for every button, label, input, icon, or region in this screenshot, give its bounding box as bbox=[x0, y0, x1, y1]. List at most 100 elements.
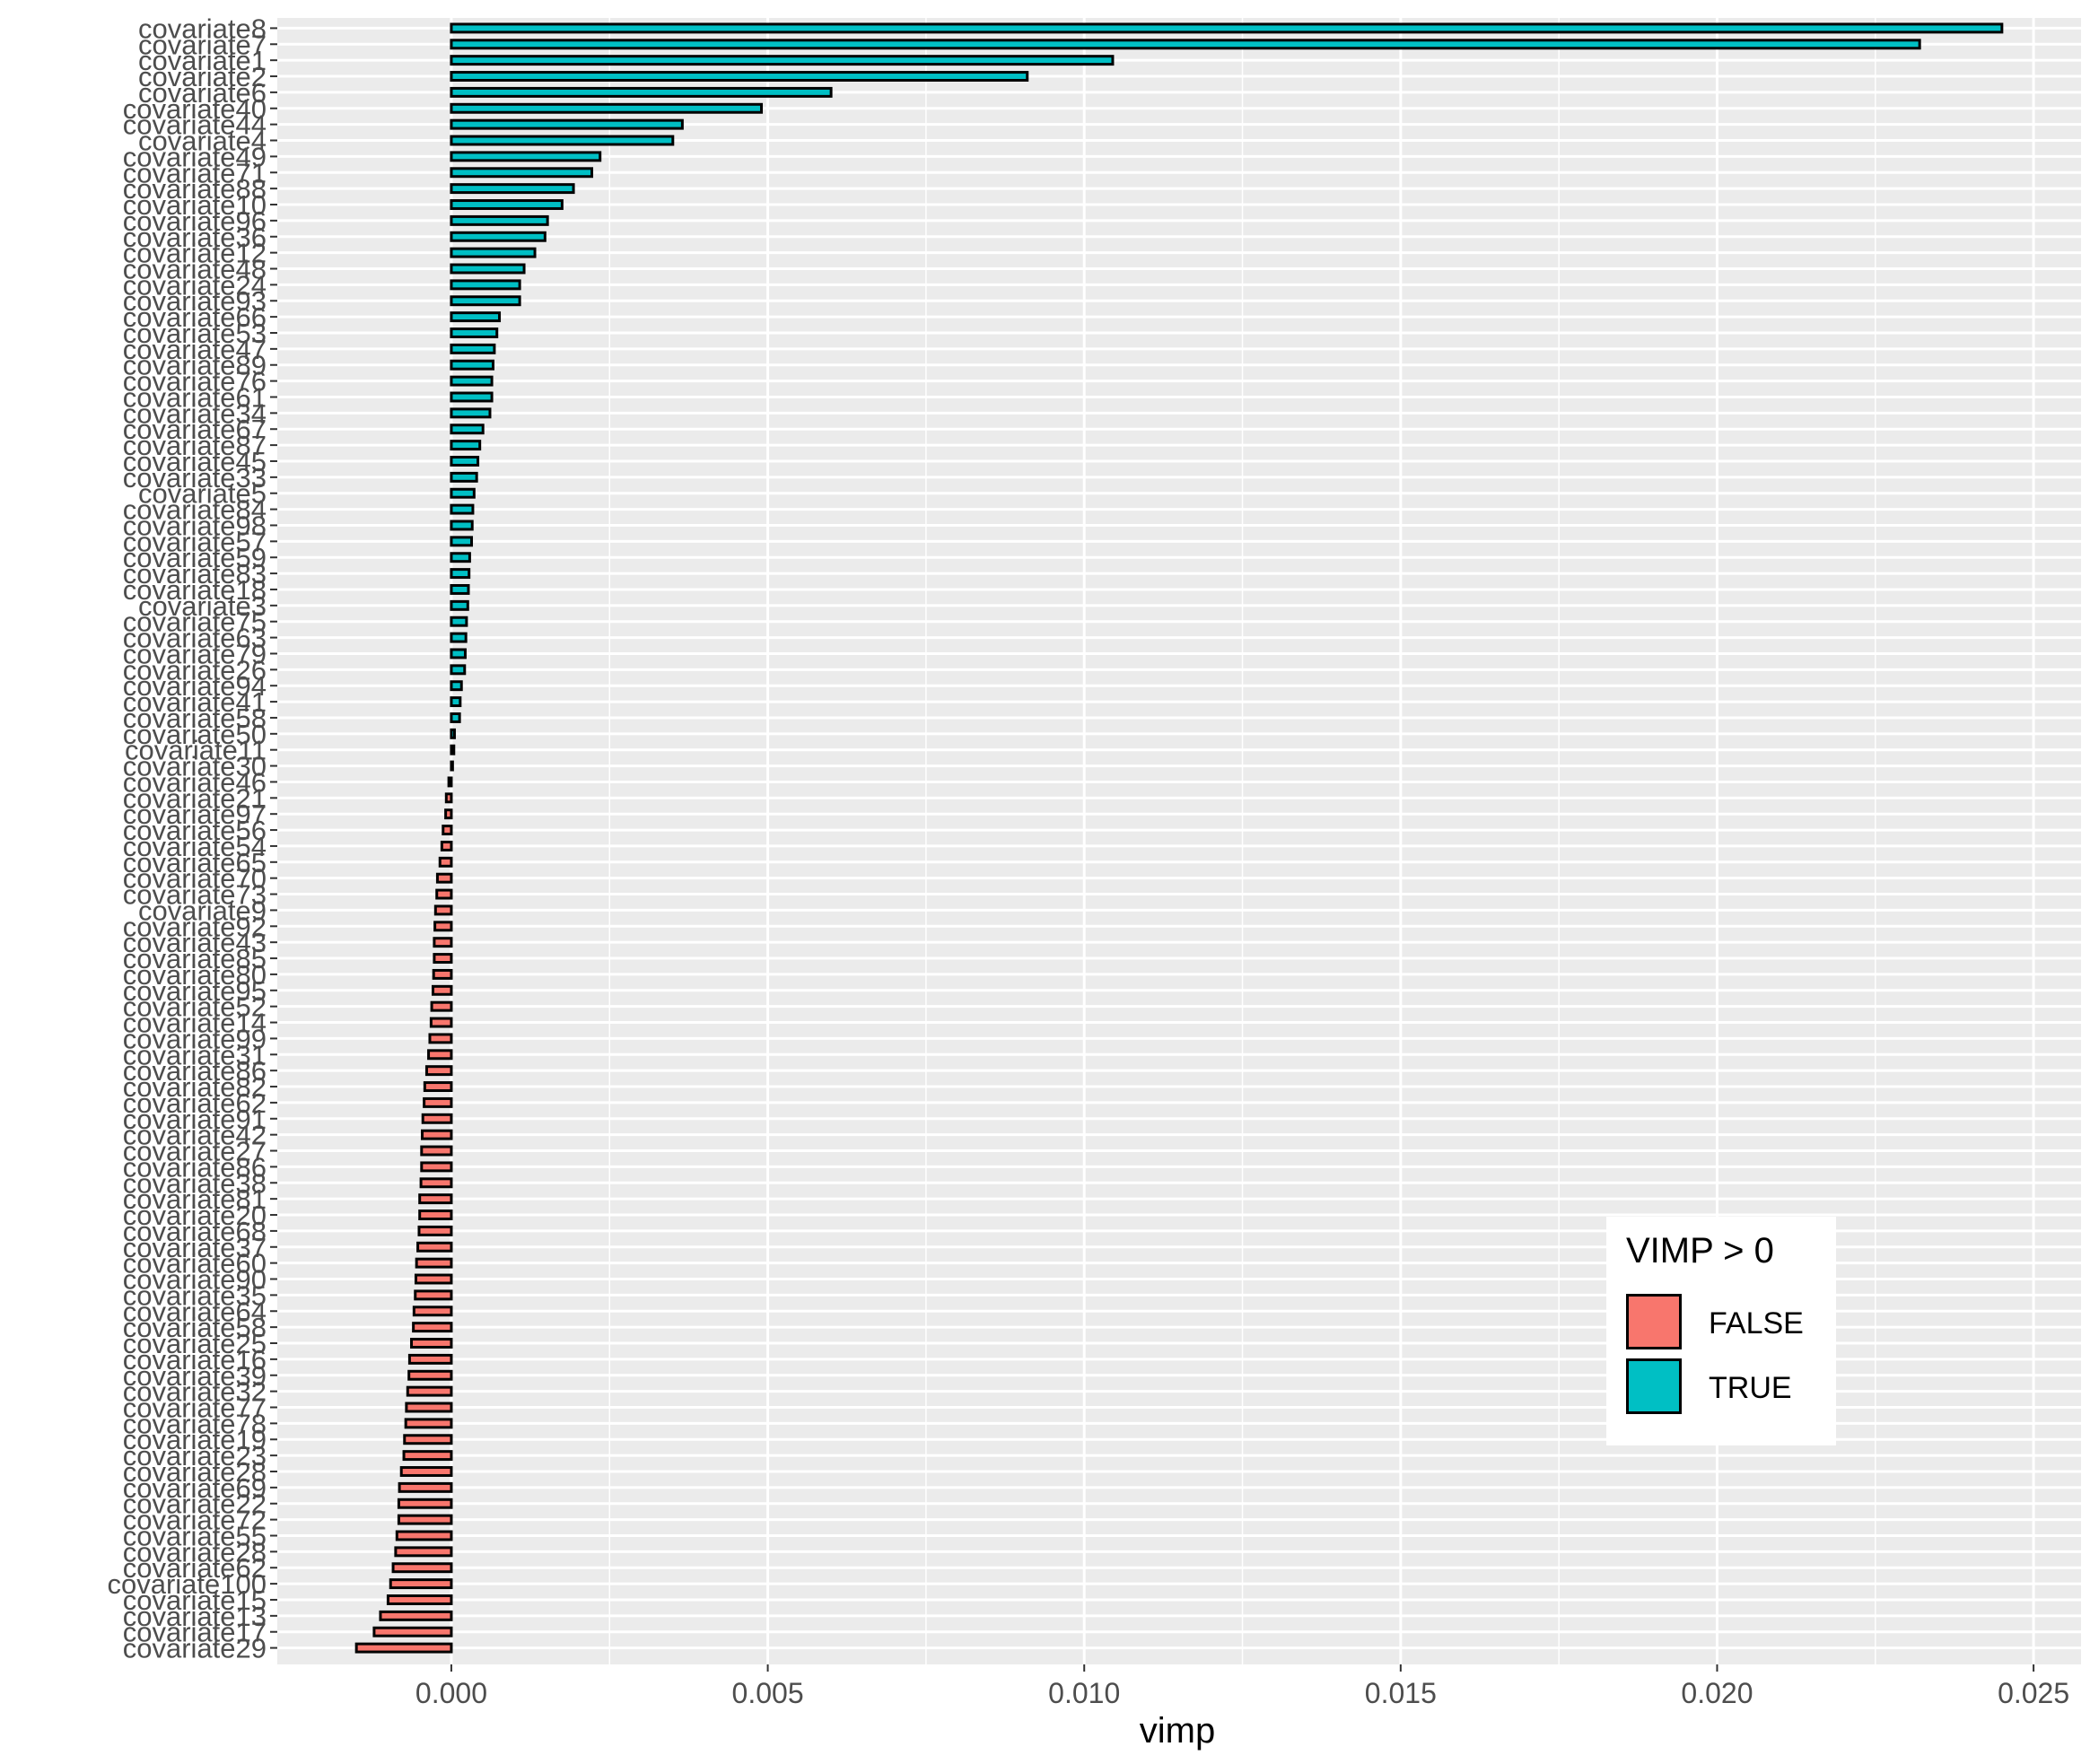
y-tick-label: covariate87 bbox=[123, 430, 267, 461]
y-tick-label: covariate65 bbox=[123, 847, 267, 878]
y-tick-label: covariate46 bbox=[123, 766, 267, 798]
bar-covariate47 bbox=[450, 343, 496, 354]
bar-covariate93 bbox=[450, 295, 521, 307]
y-tick-label: covariate22 bbox=[123, 1489, 267, 1520]
y-tick-label: covariate47 bbox=[123, 334, 267, 365]
y-tick-label: covariate80 bbox=[123, 959, 267, 991]
y-tick-label: covariate54 bbox=[123, 831, 267, 862]
y-tick-label: covariate75 bbox=[123, 607, 267, 638]
y-tick-label: covariate44 bbox=[123, 109, 267, 141]
bar-covariate28 bbox=[399, 1466, 453, 1477]
y-tick-label: covariate56 bbox=[123, 815, 267, 846]
bar-covariate16 bbox=[407, 1353, 453, 1365]
bar-covariate23 bbox=[402, 1450, 453, 1462]
legend-key-false bbox=[1626, 1294, 1682, 1349]
y-tick-label: covariate62 bbox=[123, 1552, 267, 1584]
y-tick-label: covariate99 bbox=[123, 1023, 267, 1054]
bar-covariate25 bbox=[410, 1338, 453, 1349]
bar-covariate12 bbox=[450, 247, 537, 258]
bar-covariate100 bbox=[389, 1578, 453, 1590]
bar-covariate54 bbox=[440, 840, 453, 851]
y-tick-label: covariate33 bbox=[123, 462, 267, 493]
bar-covariate98 bbox=[450, 520, 474, 531]
y-tick-label: covariate7 bbox=[138, 29, 267, 60]
bar-covariate43 bbox=[433, 937, 453, 948]
y-tick-label: covariate90 bbox=[123, 1264, 267, 1296]
bar-covariate52 bbox=[430, 1000, 453, 1012]
y-tick-label: covariate39 bbox=[123, 1360, 267, 1392]
bar-covariate27 bbox=[420, 1145, 453, 1157]
bar-covariate1 bbox=[450, 55, 1115, 66]
y-tick-label: covariate38 bbox=[123, 1167, 267, 1199]
bar-covariate22 bbox=[397, 1498, 453, 1509]
bar-covariate82 bbox=[423, 1081, 453, 1093]
y-tick-label: covariate60 bbox=[123, 1248, 267, 1279]
y-tick-label: covariate24 bbox=[123, 269, 267, 301]
bar-covariate59 bbox=[450, 552, 471, 563]
y-tick-label: covariate49 bbox=[123, 141, 267, 172]
bar-covariate4 bbox=[450, 135, 675, 146]
bar-covariate50 bbox=[450, 728, 456, 739]
y-tick-label: covariate83 bbox=[123, 558, 267, 589]
legend-title: VIMP > 0 bbox=[1626, 1231, 1774, 1271]
bar-covariate80 bbox=[432, 968, 453, 980]
y-tick-label: covariate55 bbox=[123, 1520, 267, 1551]
y-tick-label: covariate35 bbox=[123, 1279, 267, 1311]
legend-label-true: TRUE bbox=[1709, 1371, 1792, 1405]
bar-covariate41 bbox=[450, 696, 462, 708]
bar-covariate55 bbox=[395, 1530, 453, 1541]
y-tick-label: covariate20 bbox=[123, 1200, 267, 1231]
bar-covariate68 bbox=[417, 1225, 453, 1236]
bar-covariate83 bbox=[450, 568, 471, 580]
bar-covariate29 bbox=[354, 1642, 453, 1654]
bar-covariate10 bbox=[450, 199, 564, 210]
y-tick-label: covariate85 bbox=[123, 943, 267, 974]
bar-covariate92 bbox=[433, 921, 453, 932]
y-tick-label: covariate63 bbox=[123, 623, 267, 654]
bar-covariate72 bbox=[397, 1514, 453, 1525]
bar-covariate7 bbox=[450, 39, 1921, 50]
bar-covariate14 bbox=[429, 1017, 453, 1028]
bar-covariate60 bbox=[415, 1257, 453, 1269]
y-tick-label: covariate97 bbox=[123, 799, 267, 830]
x-tick-label: 0.020 bbox=[1681, 1677, 1753, 1709]
bar-covariate40 bbox=[450, 102, 764, 114]
legend-key-true bbox=[1626, 1358, 1682, 1414]
y-tick-label: covariate52 bbox=[123, 991, 267, 1023]
bar-covariate11 bbox=[450, 744, 456, 755]
bar-covariate46 bbox=[447, 776, 453, 788]
y-tick-label: covariate45 bbox=[123, 446, 267, 477]
bar-covariate71 bbox=[450, 167, 594, 179]
y-tick-label: covariate61 bbox=[123, 381, 267, 413]
y-tick-label: covariate58 bbox=[123, 703, 267, 734]
y-tick-label: covariate89 bbox=[123, 350, 267, 381]
y-tick-label: covariate1 bbox=[138, 45, 267, 76]
y-tick-label: covariate34 bbox=[123, 397, 267, 429]
bar-covariate42 bbox=[421, 1129, 453, 1140]
y-tick-label: covariate43 bbox=[123, 927, 267, 958]
y-tick-label: covariate67 bbox=[123, 414, 267, 445]
bar-covariate33 bbox=[450, 471, 478, 483]
y-tick-label: covariate18 bbox=[123, 574, 267, 606]
bar-covariate62 bbox=[391, 1562, 453, 1574]
y-tick-label: covariate37 bbox=[123, 1232, 267, 1263]
y-tick-label: covariate8 bbox=[138, 13, 267, 44]
y-tick-label: covariate95 bbox=[123, 975, 267, 1007]
bar-covariate94 bbox=[450, 680, 463, 692]
bar-covariate6 bbox=[450, 86, 833, 98]
y-tick-label: covariate91 bbox=[123, 1104, 267, 1135]
y-tick-label: covariate81 bbox=[123, 1183, 267, 1215]
y-tick-label: covariate21 bbox=[123, 782, 267, 814]
bar-covariate91 bbox=[421, 1113, 453, 1124]
bar-covariate85 bbox=[433, 953, 453, 965]
y-tick-label: covariate69 bbox=[123, 1472, 267, 1504]
y-tick-label: covariate10 bbox=[123, 189, 267, 221]
y-tick-label: covariate57 bbox=[123, 526, 267, 557]
bar-covariate87 bbox=[450, 440, 482, 451]
bar-covariate66 bbox=[450, 311, 502, 323]
y-tick-label: covariate48 bbox=[123, 253, 267, 284]
legend: VIMP > 0 FALSE TRUE bbox=[1606, 1217, 1836, 1445]
bar-covariate53 bbox=[450, 327, 499, 338]
